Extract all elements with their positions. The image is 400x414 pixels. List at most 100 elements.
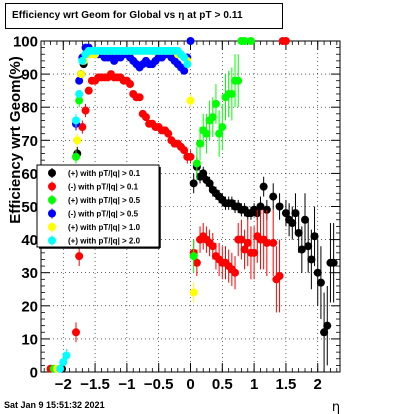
x-tick-label: 2 (314, 376, 322, 393)
data-point (240, 37, 249, 45)
legend-marker (48, 223, 56, 231)
series-2 (49, 37, 255, 373)
series-5 (56, 46, 192, 373)
data-point (329, 258, 338, 267)
data-point (189, 252, 198, 261)
data-point (180, 146, 189, 155)
data-point (269, 192, 278, 201)
data-point (186, 96, 195, 105)
data-point (164, 129, 173, 138)
data-point (304, 242, 313, 251)
data-point (259, 182, 268, 191)
legend-label: (+) with pT/|q| > 0.1 (68, 169, 141, 178)
series-layer (46, 37, 338, 373)
title-box: Efficiency wrt Geom for Global vs η at p… (5, 3, 283, 29)
data-point (75, 89, 84, 98)
data-point (208, 242, 217, 251)
data-point (256, 202, 265, 211)
data-point (313, 268, 322, 277)
data-point (307, 255, 316, 264)
data-point (234, 76, 243, 85)
data-point (71, 152, 80, 161)
data-point (75, 76, 84, 85)
data-point (288, 219, 297, 228)
y-tick-label: 20 (21, 298, 38, 315)
data-point (301, 215, 310, 224)
data-point (75, 252, 84, 261)
data-point (180, 66, 189, 75)
data-point (243, 238, 252, 247)
data-point (62, 351, 71, 360)
data-point (78, 56, 87, 65)
legend: (+) with pT/|q| > 0.1 (-) with pT/|q| > 0… (36, 164, 161, 249)
data-point (250, 248, 259, 257)
legend-label: (+) with pT/|q| > 0.5 (68, 196, 141, 205)
y-axis-label: Efficiency wrt Geom(%) (7, 56, 24, 224)
data-point (231, 268, 240, 277)
data-point (126, 80, 135, 89)
data-point (199, 169, 208, 178)
data-point (281, 209, 290, 218)
data-point (196, 139, 205, 148)
data-point (192, 159, 201, 168)
data-point (218, 123, 227, 132)
data-point (78, 123, 87, 132)
data-point (208, 113, 217, 122)
tick-labels: −2 −1.5 −1 −0.5 0 0.5 1 1.5 20102030405060708090… (13, 34, 322, 394)
y-tick-label: 100 (13, 34, 38, 51)
data-point (269, 238, 278, 247)
data-point (183, 60, 192, 69)
data-point (202, 129, 211, 138)
y-tick-label: 60 (21, 166, 38, 183)
data-point (189, 288, 198, 297)
x-tick-label: −1.5 (80, 376, 110, 393)
legend-label: (-) with pT/|q| > 0.1 (68, 183, 139, 192)
y-tick-label: 80 (21, 100, 38, 117)
x-tick-label: −2 (55, 376, 72, 393)
x-tick-label: −0.5 (144, 376, 174, 393)
data-point (81, 106, 90, 115)
data-point (71, 116, 80, 125)
data-point (294, 228, 303, 237)
x-tick-label: 0.5 (212, 376, 233, 393)
y-tick-label: 30 (21, 265, 38, 282)
y-tick-label: 0 (30, 365, 38, 382)
data-point (227, 89, 236, 98)
data-point (215, 129, 224, 138)
timestamp: Sat Jan 9 15:51:32 2021 (4, 400, 105, 410)
data-point (141, 113, 150, 122)
y-tick-label: 90 (21, 67, 38, 84)
y-tick-label: 10 (21, 331, 38, 348)
data-point (310, 232, 319, 241)
x-tick-label: 1.5 (275, 376, 296, 393)
y-tick-label: 70 (21, 133, 38, 150)
data-point (186, 152, 195, 161)
x-tick-label: 0 (186, 376, 194, 393)
legend-box (36, 164, 160, 248)
data-point (262, 238, 271, 247)
data-point (211, 99, 220, 108)
data-point (297, 245, 306, 254)
data-point (189, 179, 198, 188)
data-point (59, 358, 68, 367)
data-point (180, 53, 189, 62)
data-point (281, 37, 290, 45)
data-point (186, 37, 195, 45)
data-point (205, 179, 214, 188)
data-point (316, 278, 325, 287)
axis-ticks (41, 40, 340, 373)
legend-marker (48, 236, 56, 245)
data-point (240, 245, 249, 254)
data-point (71, 328, 80, 337)
legend-label: (+) with pT/|q| > 2.0 (68, 237, 141, 246)
data-point (237, 235, 246, 244)
data-point (77, 70, 86, 79)
x-tick-label: −1 (118, 376, 135, 393)
x-axis-label: η (332, 400, 340, 414)
chart-title: Efficiency wrt Geom for Global vs η at p… (12, 10, 243, 21)
data-point (246, 37, 255, 45)
y-tick-label: 50 (21, 199, 38, 216)
data-point (320, 328, 329, 337)
legend-marker (48, 196, 56, 204)
